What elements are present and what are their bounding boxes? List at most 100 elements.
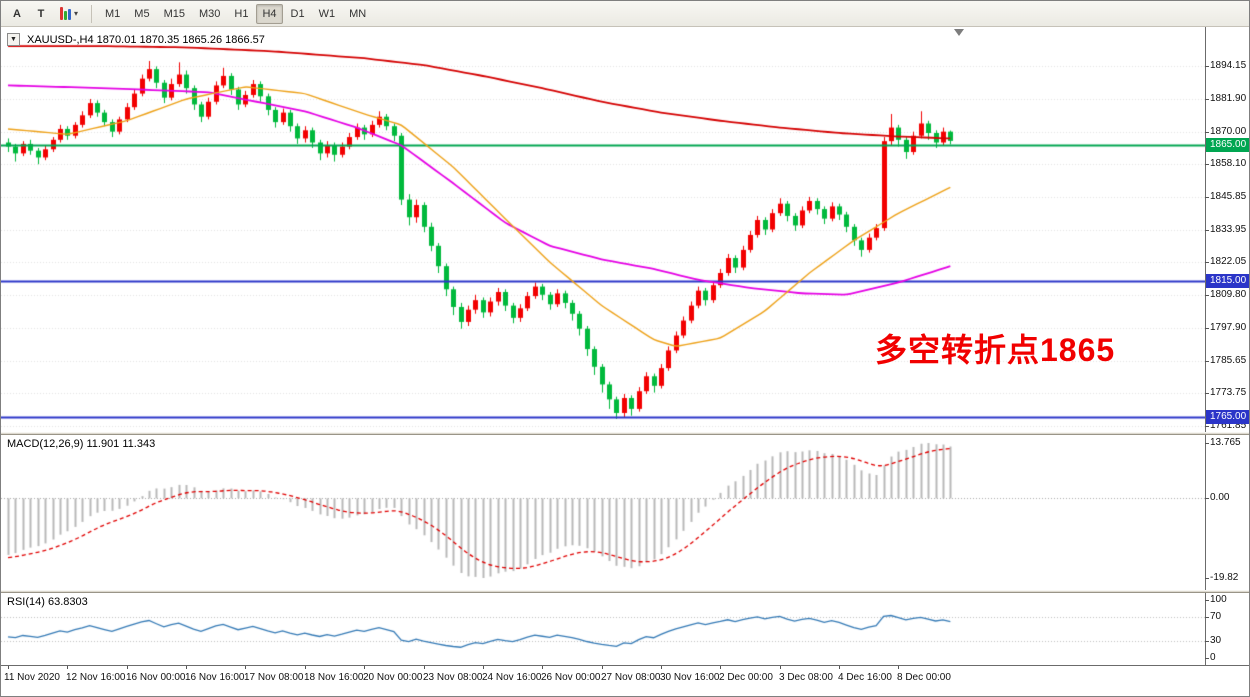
timeframe-button-d1[interactable]: D1 xyxy=(290,7,305,20)
time-axis-label: 26 Nov 00:00 xyxy=(541,672,601,683)
timeframe-button-w1[interactable]: W1 xyxy=(318,7,336,20)
time-axis-tick xyxy=(245,666,246,669)
time-axis-tick xyxy=(542,666,543,669)
timeframe-button-m30[interactable]: M30 xyxy=(198,7,221,20)
time-axis-tick xyxy=(8,666,9,669)
time-axis-tick xyxy=(720,666,721,669)
time-axis-label: 27 Nov 08:00 xyxy=(601,672,661,683)
pane-splitter-macd[interactable] xyxy=(1,432,1249,435)
time-axis-label: 16 Nov 00:00 xyxy=(126,672,186,683)
price-axis-tick xyxy=(1205,295,1209,296)
rsi-axis-tick xyxy=(1205,658,1209,659)
price-axis-label: 1797.90 xyxy=(1210,321,1247,333)
price-axis-label: 1809.80 xyxy=(1210,289,1247,301)
macd-panel-canvas[interactable] xyxy=(1,435,1205,590)
time-axis-tick xyxy=(898,666,899,669)
price-axis-tick xyxy=(1205,393,1209,394)
price-axis-tick xyxy=(1205,197,1209,198)
time-axis-label: 2 Dec 00:00 xyxy=(719,672,773,683)
time-axis-tick xyxy=(780,666,781,669)
macd-axis-label: -19.82 xyxy=(1210,572,1239,583)
rsi-panel-canvas[interactable] xyxy=(1,593,1205,665)
timeframe-button-h1[interactable]: H1 xyxy=(234,7,249,20)
rsi-axis-label: 100 xyxy=(1210,594,1227,605)
price-axis-label: 1822.05 xyxy=(1210,255,1247,267)
chart-title: XAUUSD-,H4 1870.01 1870.35 1865.26 1866.… xyxy=(27,33,265,46)
time-axis-tick xyxy=(305,666,306,669)
rsi-axis-label: 70 xyxy=(1210,611,1222,623)
time-axis-label: 23 Nov 08:00 xyxy=(423,672,483,683)
time-axis-label: 12 Nov 16:00 xyxy=(66,672,126,683)
timeframe-button-h4[interactable]: H4 xyxy=(256,3,283,24)
rsi-axis-tick xyxy=(1205,617,1209,618)
price-axis-separator xyxy=(1205,27,1206,665)
time-axis-label: 16 Nov 16:00 xyxy=(185,672,245,683)
macd-indicator-label: MACD(12,26,9) 11.901 11.343 xyxy=(7,438,156,450)
time-axis-label: 18 Nov 16:00 xyxy=(304,672,364,683)
price-axis-tick xyxy=(1205,230,1209,231)
main-chart-canvas[interactable] xyxy=(1,27,1205,432)
time-axis-tick xyxy=(661,666,662,669)
macd-axis-label: 0.00 xyxy=(1210,492,1230,504)
price-axis-label: 1881.90 xyxy=(1210,93,1247,105)
price-axis-label: 1858.10 xyxy=(1210,157,1247,169)
price-axis-tick xyxy=(1205,262,1209,263)
time-axis-tick xyxy=(839,666,840,669)
price-line-badge: 1865.00 xyxy=(1206,138,1249,153)
rsi-axis-tick xyxy=(1205,641,1209,642)
time-axis-label: 17 Nov 08:00 xyxy=(244,672,304,683)
price-axis-label: 1833.95 xyxy=(1210,223,1247,235)
timeframe-button-m15[interactable]: M15 xyxy=(163,7,185,20)
timeframe-button-mn[interactable]: MN xyxy=(349,7,367,20)
colors-tool-button[interactable]: ▾ xyxy=(54,4,84,24)
time-axis-tick xyxy=(127,666,128,669)
time-axis-tick xyxy=(364,666,365,669)
time-axis-label: 20 Nov 00:00 xyxy=(363,672,423,683)
price-axis-label: 1845.85 xyxy=(1210,191,1247,203)
price-axis[interactable] xyxy=(1206,27,1249,665)
toolbar: A T ▾ M1 M5 M15 M30 H1 H4 D1 W1 MN xyxy=(1,1,1249,27)
price-axis-tick xyxy=(1205,132,1209,133)
price-axis-label: 1894.15 xyxy=(1210,60,1247,71)
price-axis-label: 1773.75 xyxy=(1210,387,1247,399)
collapse-chart-button[interactable]: ▼ xyxy=(7,33,20,46)
price-axis-label: 1761.85 xyxy=(1210,419,1247,431)
timeframe-button-m5[interactable]: M5 xyxy=(134,7,150,20)
cursor-tool-button[interactable]: A xyxy=(13,7,21,20)
time-axis-label: 8 Dec 00:00 xyxy=(897,672,951,683)
colors-icon xyxy=(60,7,71,20)
rsi-axis-tick xyxy=(1205,600,1209,601)
chart-shift-marker[interactable] xyxy=(954,29,964,36)
macd-axis-tick xyxy=(1205,498,1209,499)
rsi-axis-label: 30 xyxy=(1210,634,1222,646)
time-axis-tick xyxy=(424,666,425,669)
rsi-indicator-label: RSI(14) 63.8303 xyxy=(7,596,88,608)
time-axis-label: 11 Nov 2020 xyxy=(4,672,60,683)
dropdown-caret-icon: ▾ xyxy=(74,9,79,18)
text-tool-button[interactable]: T xyxy=(37,7,45,20)
chart-title-row: ▼ XAUUSD-,H4 1870.01 1870.35 1865.26 186… xyxy=(7,33,265,46)
macd-axis-label: 13.765 xyxy=(1210,437,1241,448)
rsi-axis-label: 0 xyxy=(1210,652,1216,663)
time-axis-label: 24 Nov 16:00 xyxy=(482,672,542,683)
price-axis-label: 1870.00 xyxy=(1210,125,1247,137)
time-axis-label: 4 Dec 16:00 xyxy=(838,672,892,683)
timeframe-button-m1[interactable]: M1 xyxy=(105,7,121,20)
price-axis-tick xyxy=(1205,99,1209,100)
pane-splitter-rsi[interactable] xyxy=(1,590,1249,593)
price-axis-tick xyxy=(1205,164,1209,165)
toolbar-separator xyxy=(91,4,93,23)
time-axis-tick xyxy=(483,666,484,669)
price-axis-tick xyxy=(1205,328,1209,329)
price-axis-tick xyxy=(1205,426,1209,427)
time-axis-label: 3 Dec 08:00 xyxy=(779,672,833,683)
price-line-badge: 1815.00 xyxy=(1206,274,1249,289)
time-axis-tick xyxy=(602,666,603,669)
macd-axis-tick xyxy=(1205,443,1209,444)
time-axis-label: 30 Nov 16:00 xyxy=(660,672,720,683)
price-axis-label: 1785.65 xyxy=(1210,354,1247,366)
time-axis-line xyxy=(1,665,1249,666)
chart-annotation: 多空转折点1865 xyxy=(875,332,1116,368)
price-axis-tick xyxy=(1205,66,1209,67)
price-axis-tick xyxy=(1205,361,1209,362)
